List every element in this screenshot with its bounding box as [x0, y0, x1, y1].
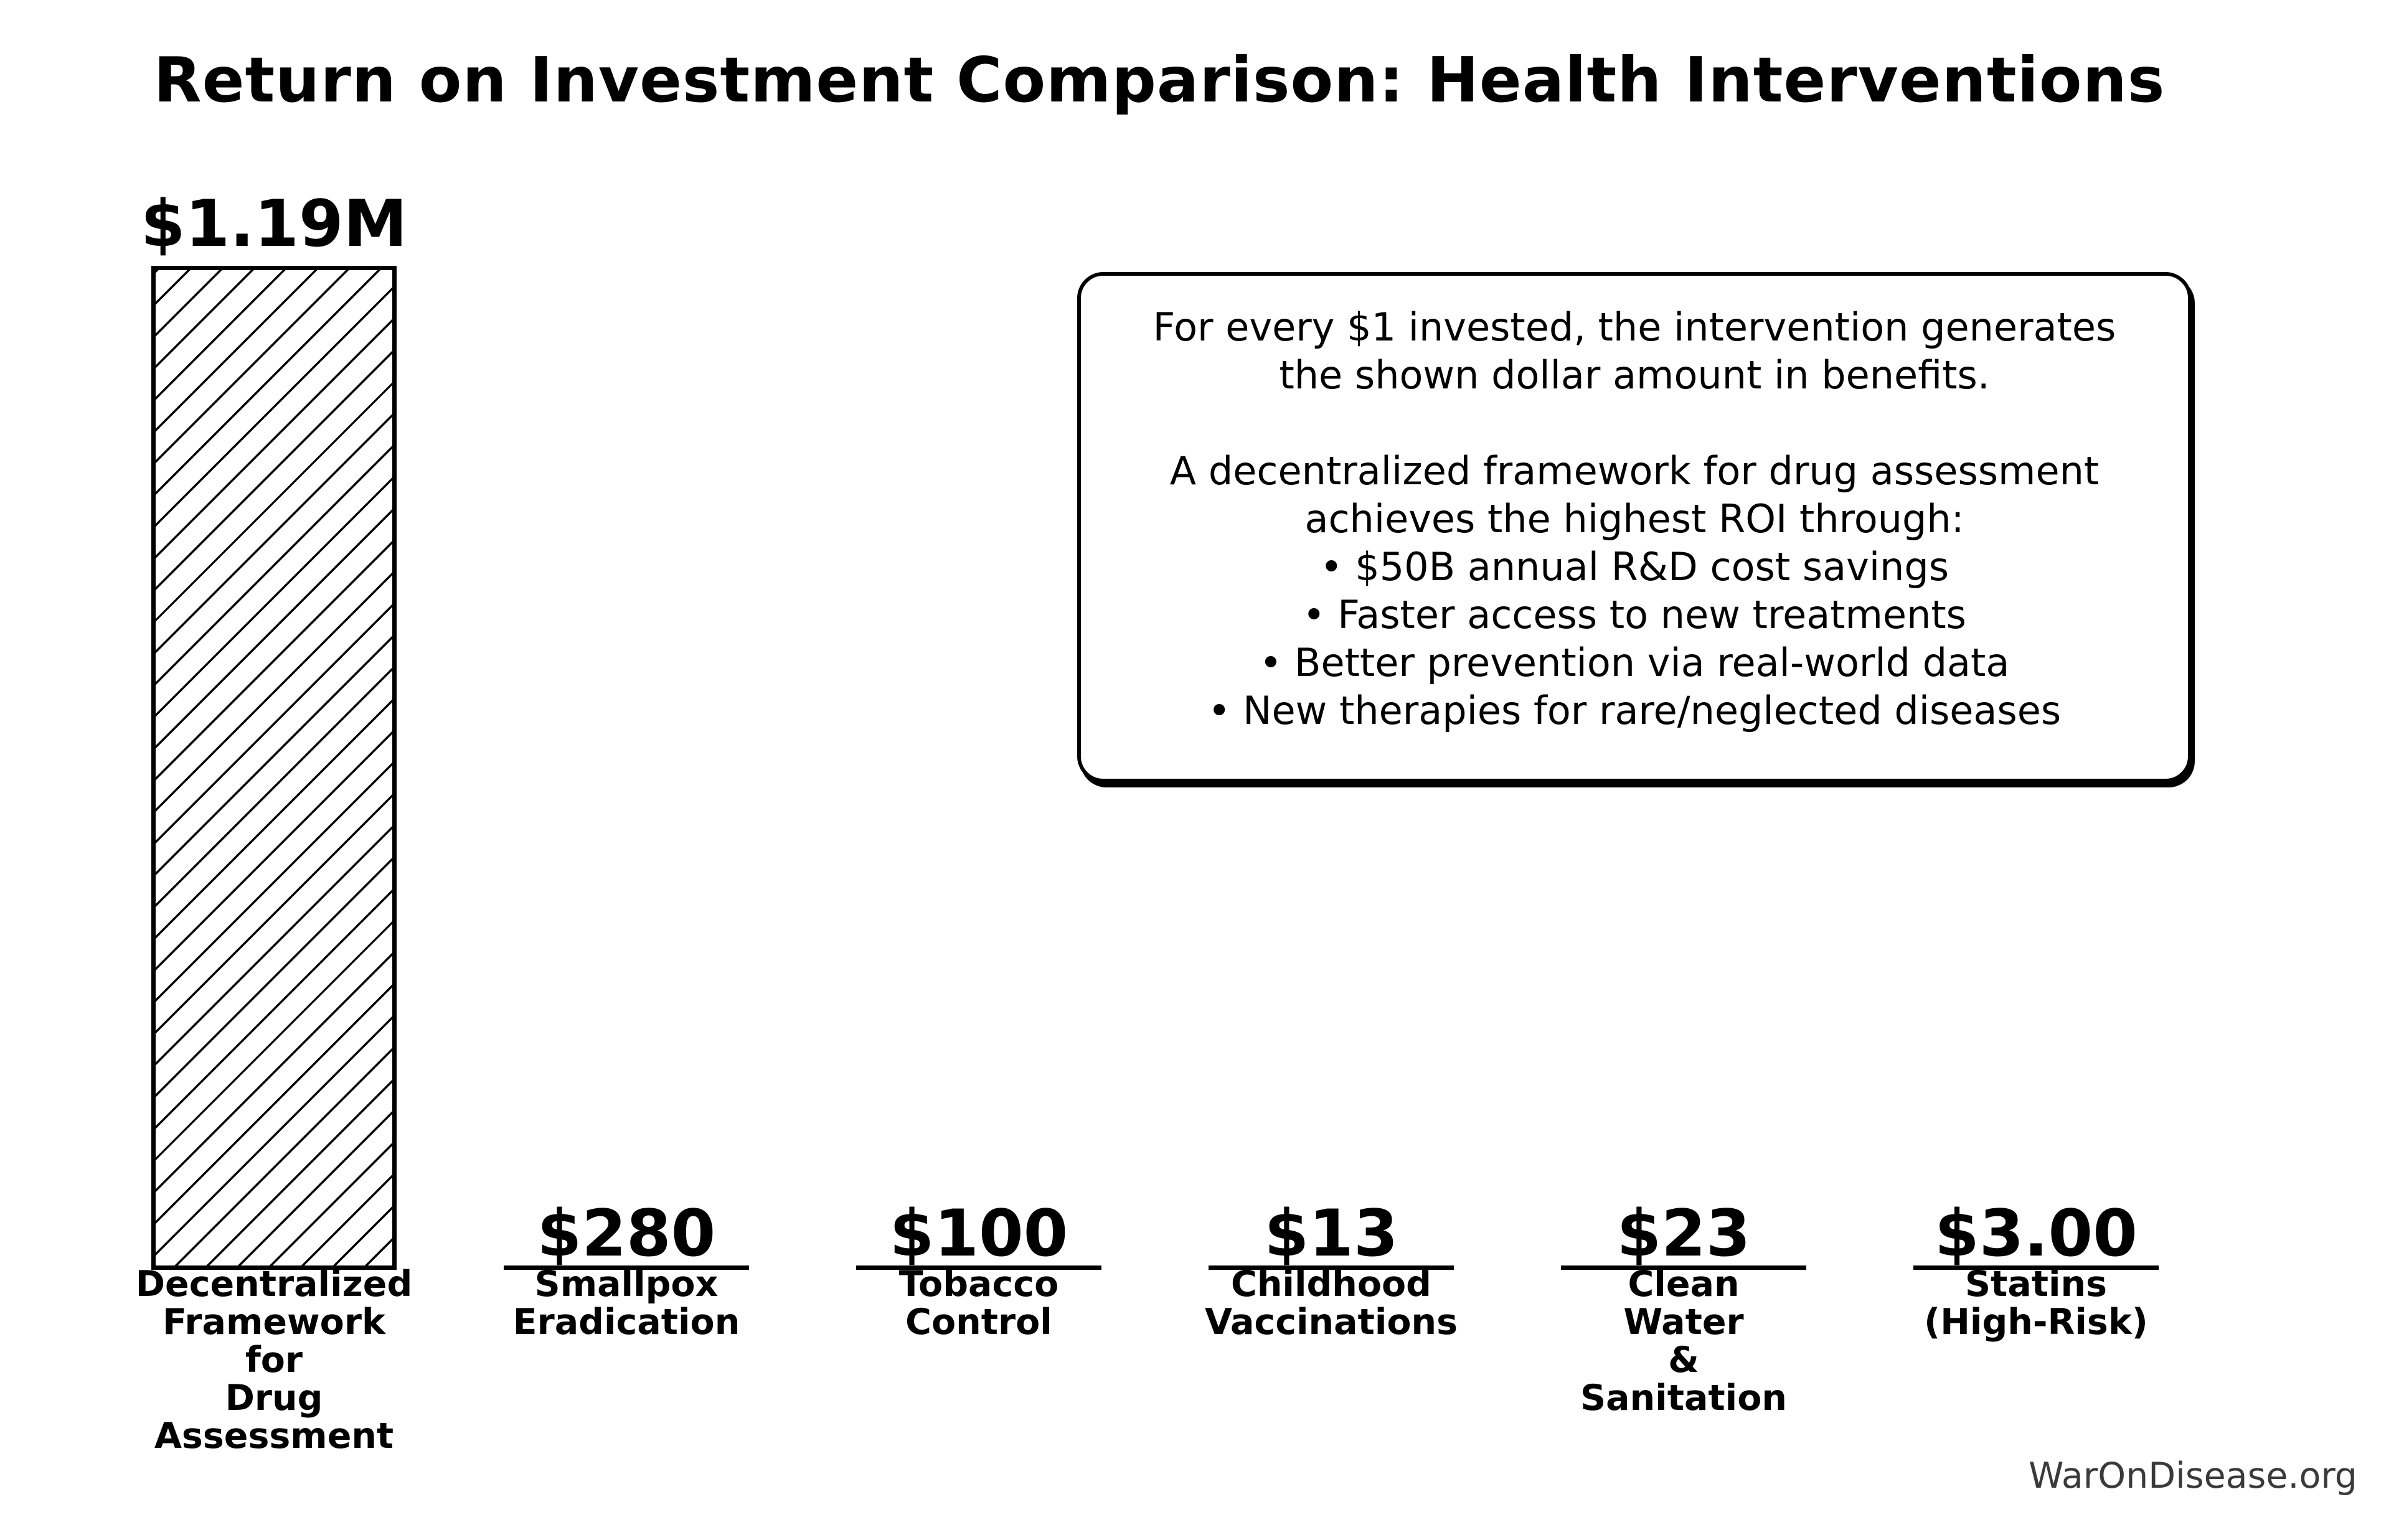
- bar-value-label: $1.19M: [140, 187, 408, 261]
- annotation-box: For every $1 invested, the intervention …: [1077, 272, 2192, 782]
- bar-smallpox-eradication: [504, 1265, 749, 1270]
- bar-value-label: $100: [889, 1196, 1068, 1271]
- bar-category-label: Smallpox Eradication: [512, 1264, 740, 1343]
- bar-category-label: Decentralized Framework for Drug Assessm…: [135, 1264, 413, 1457]
- bar-childhood-vaccinations: [1209, 1265, 1454, 1270]
- bar-category-label: Clean Water & Sanitation: [1580, 1264, 1787, 1419]
- bar-decentralized-framework: [151, 266, 397, 1270]
- bar-statins-high-risk: [1913, 1265, 2159, 1270]
- bar-value-label: $3.00: [1935, 1196, 2138, 1271]
- bar-value-label: $23: [1616, 1196, 1751, 1271]
- bar-clean-water-sanitation: [1561, 1265, 1806, 1270]
- annotation-text: For every $1 invested, the intervention …: [1153, 304, 2116, 733]
- chart-title: Return on Investment Comparison: Health …: [153, 44, 2166, 116]
- bar-category-label: Tobacco Control: [898, 1264, 1059, 1343]
- bar-value-label: $280: [537, 1196, 716, 1271]
- bar-tobacco-control: [856, 1265, 1101, 1270]
- bar-value-label: $13: [1264, 1196, 1398, 1271]
- watermark: WarOnDisease.org: [2029, 1455, 2357, 1496]
- bar-category-label: Statins (High-Risk): [1924, 1264, 2148, 1343]
- bar-category-label: Childhood Vaccinations: [1204, 1264, 1458, 1343]
